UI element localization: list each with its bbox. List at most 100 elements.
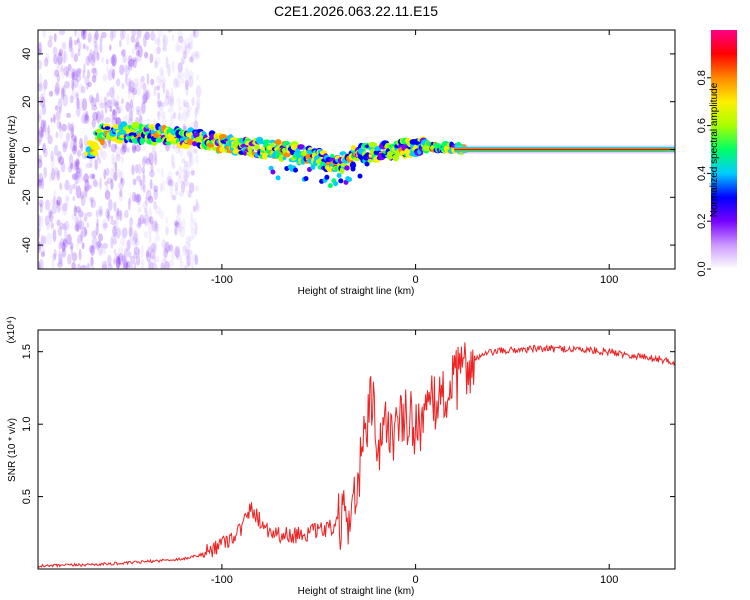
noise-blob (135, 87, 141, 96)
noise-blob (76, 166, 83, 178)
noise-blob (122, 30, 126, 40)
noise-blob (64, 80, 70, 89)
noise-blob (71, 78, 75, 91)
noise-blob (48, 209, 52, 219)
noise-blob (143, 213, 149, 227)
noise-blob (38, 113, 41, 123)
noise-blob (159, 79, 165, 88)
noise-blob (181, 58, 185, 65)
noise-blob (162, 31, 165, 43)
noise-blob (103, 222, 108, 229)
noise-blob (168, 92, 175, 103)
noise-blob (184, 37, 191, 49)
noise-blob (50, 156, 55, 169)
noise-blob (148, 259, 151, 269)
noise-blob (162, 39, 166, 50)
ridge-blob (364, 161, 370, 167)
noise-blob (90, 199, 96, 209)
noise-blob (38, 213, 41, 227)
noise-blob (56, 169, 61, 181)
noise-blob (137, 109, 141, 117)
noise-blob (62, 141, 69, 149)
noise-blob (76, 97, 80, 110)
noise-blob (187, 189, 192, 199)
noise-blob (120, 177, 123, 184)
noise-blob (148, 152, 154, 165)
noise-blob (135, 57, 140, 64)
noise-blob (105, 58, 109, 65)
noise-blob (137, 206, 142, 213)
noise-blob (187, 236, 194, 242)
noise-blob (120, 146, 127, 155)
noise-blob (58, 248, 61, 259)
noise-blob (189, 218, 194, 232)
noise-blob (76, 100, 79, 106)
noise-blob (174, 245, 181, 258)
noise-blob (170, 87, 174, 96)
noise-blob (38, 224, 41, 233)
noise-blob (176, 204, 182, 216)
noise-blob (108, 139, 111, 148)
noise-blob (49, 172, 53, 182)
noise-blob (42, 30, 47, 38)
noise-blob (132, 87, 138, 96)
noise-blob (43, 120, 47, 133)
noise-blob (124, 63, 131, 76)
noise-blob (39, 203, 43, 214)
ridge-blob (278, 154, 286, 162)
ridge-blob (350, 166, 356, 172)
noise-blob (172, 111, 177, 119)
noise-blob (167, 179, 174, 187)
ridge-blob (293, 167, 298, 173)
noise-blob (81, 242, 85, 250)
noise-blob (132, 88, 135, 101)
noise-blob (74, 182, 77, 190)
noise-blob (81, 112, 88, 124)
noise-blob (190, 227, 197, 239)
noise-blob (194, 107, 198, 117)
noise-blob (190, 51, 195, 64)
noise-blob (94, 159, 98, 171)
noise-blob (180, 180, 186, 193)
noise-blob (142, 156, 146, 169)
y-tick-label: 0 (21, 146, 33, 152)
noise-blob (62, 142, 68, 153)
noise-blob (42, 143, 46, 154)
noise-blob (126, 147, 130, 153)
noise-blob (120, 177, 125, 186)
noise-blob (165, 56, 169, 69)
noise-blob (192, 30, 196, 38)
noise-blob (119, 189, 123, 198)
noise-blob (175, 170, 179, 176)
noise-blob (65, 196, 69, 208)
noise-blob (75, 185, 82, 199)
noise-blob (145, 210, 149, 217)
noise-blob (134, 36, 140, 50)
noise-blob (155, 75, 161, 84)
noise-blob (78, 211, 84, 218)
noise-blob (87, 32, 92, 43)
noise-blob (190, 261, 195, 269)
noise-blob (64, 179, 70, 191)
noise-blob (56, 200, 61, 206)
noise-blob (80, 115, 86, 125)
noise-blob (128, 109, 134, 122)
noise-blob (144, 207, 148, 214)
noise-blob (158, 209, 164, 220)
noise-blob (69, 138, 76, 152)
noise-blob (72, 183, 75, 190)
noise-blob (172, 111, 176, 120)
y-tick-label: 0.5 (21, 489, 33, 504)
noise-blob (72, 71, 79, 81)
noise-blob (173, 77, 179, 87)
ridge-blob (327, 183, 333, 189)
noise-blob (85, 45, 89, 51)
noise-blob (146, 252, 152, 262)
noise-blob (165, 216, 169, 225)
noise-blob (149, 216, 154, 225)
noise-blob (51, 167, 55, 181)
noise-blob (195, 85, 202, 98)
noise-blob (55, 110, 61, 121)
noise-blob (176, 45, 183, 52)
noise-blob (186, 146, 193, 159)
